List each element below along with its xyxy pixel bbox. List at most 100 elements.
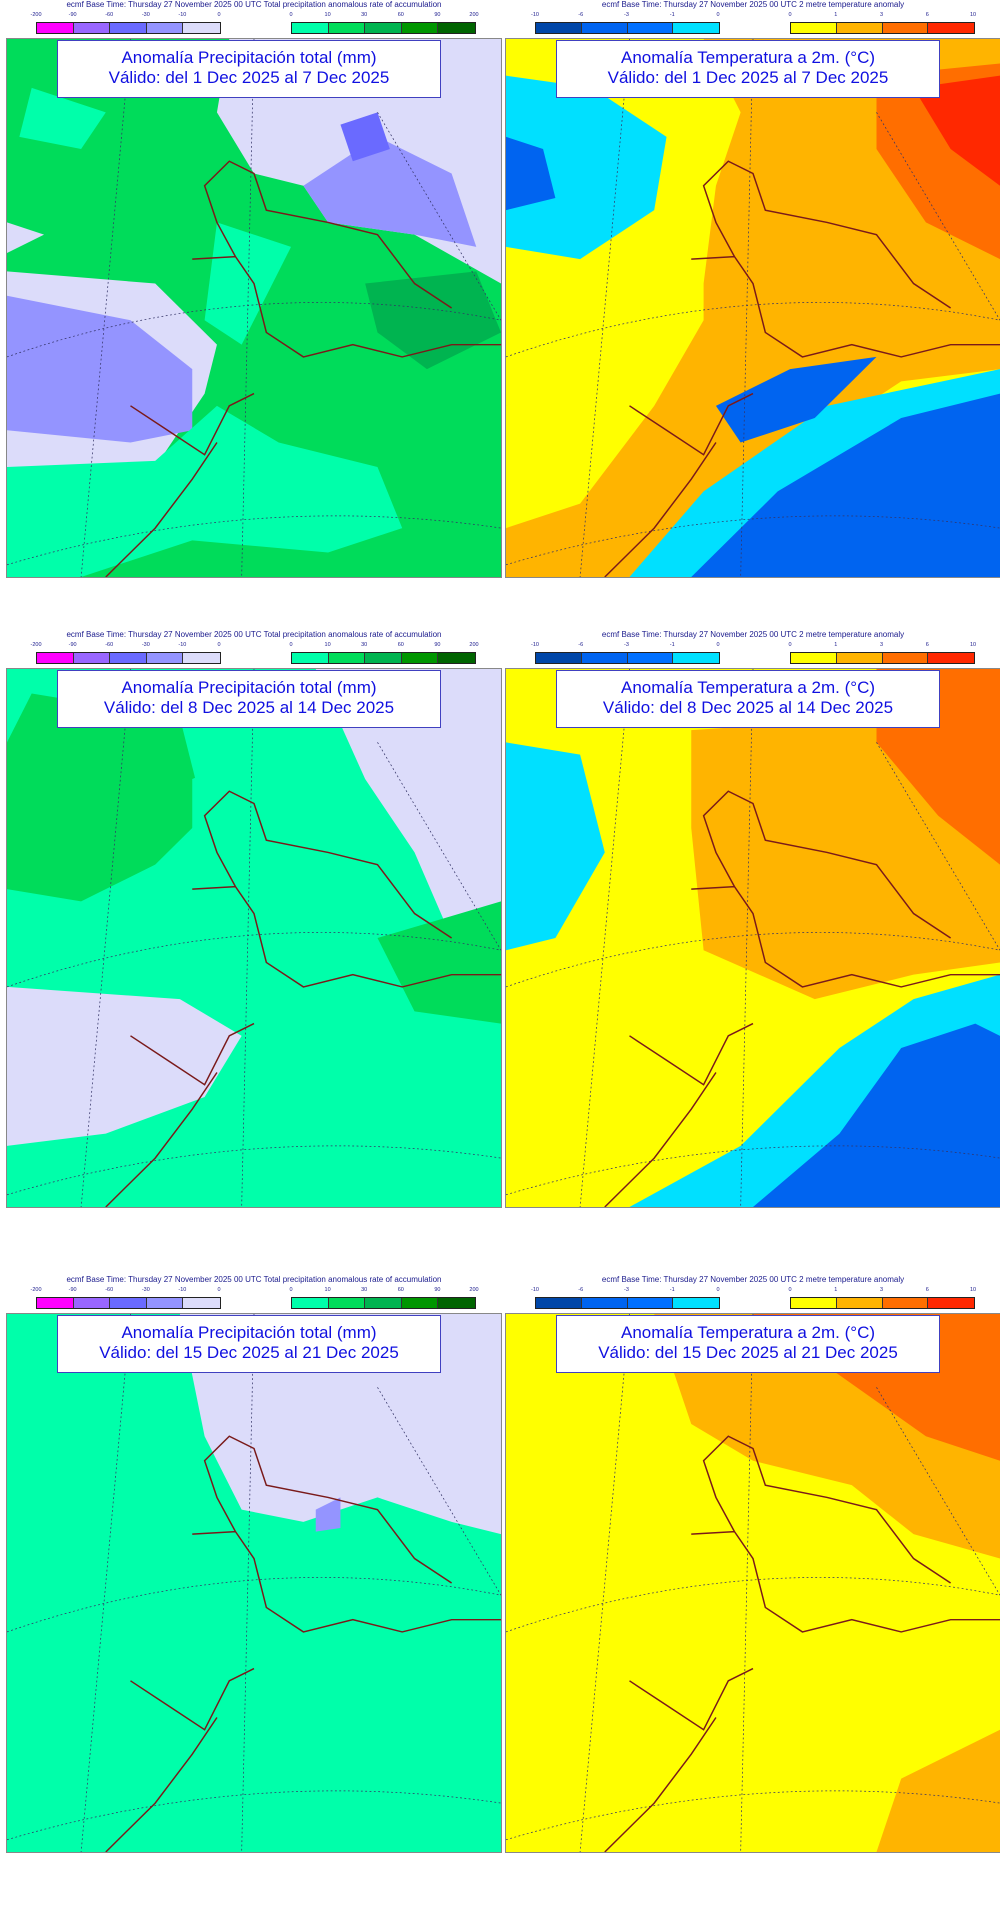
anomaly-region: [715, 356, 877, 443]
anomaly-map: Anomalía Temperatura a 2m. (°C) Válido: …: [505, 38, 1000, 578]
positive-colorbar: [291, 22, 476, 34]
negative-colorbar: [36, 1297, 221, 1309]
colorbar-tick: 0: [788, 642, 792, 648]
base-time-label: ecmf Base Time: Thursday 27 November 202…: [66, 1275, 442, 1284]
positive-colorbar: [291, 1297, 476, 1309]
colorbar-tick: 10: [969, 12, 977, 18]
negative-colorbar-ticks: -10 -6 -3 -1 0: [531, 12, 720, 20]
map-title-box: Anomalía Precipitación total (mm) Válido…: [57, 1315, 441, 1373]
base-time-label: ecmf Base Time: Thursday 27 November 202…: [601, 630, 905, 639]
anomaly-region: [691, 1631, 951, 1779]
colorbar-tick: 0: [788, 1287, 792, 1293]
colorbar-tick: 90: [434, 1287, 441, 1293]
precipitation-anomaly-panel: ecmf Base Time: Thursday 27 November 202…: [6, 0, 502, 580]
longitude-line: [80, 669, 501, 1207]
positive-colorbar-ticks: 0 1 3 6 10: [788, 12, 977, 20]
colorbar-tick: -3: [624, 12, 629, 18]
colorbar-tick: 0: [716, 642, 720, 648]
anomaly-region: [7, 222, 45, 253]
colorbar-tick: 0: [217, 12, 221, 18]
colorbar-tick: -1: [669, 12, 675, 18]
negative-colorbar: [535, 22, 720, 34]
anomaly-region: [315, 669, 501, 938]
colorbar-segment: [146, 653, 184, 663]
colorbar-tick: -3: [624, 642, 629, 648]
colorbar-tick: 0: [217, 1287, 221, 1293]
negative-colorbar-ticks: -200 -90 -60 -30 -10 0: [30, 642, 220, 650]
colorbar-tick: 60: [397, 1287, 404, 1293]
colorbar-segment: [882, 653, 929, 663]
negative-colorbar-ticks: -200 -90 -60 -30 -10 0: [30, 1287, 221, 1295]
colorbar-tick: 90: [434, 12, 441, 18]
colorbar-segment: [183, 653, 220, 663]
positive-colorbar-ticks: 0 1 3 6 10: [788, 642, 976, 650]
colorbar-segment: [836, 23, 883, 33]
colorbar-tick: 0: [289, 12, 293, 18]
colorbar-segment: [791, 1298, 837, 1308]
anomaly-region: [753, 1023, 828, 1085]
latitude-line: [506, 1790, 1000, 1841]
colorbar-tick: -10: [531, 12, 539, 18]
colorbar-segment: [438, 1298, 475, 1308]
colorbar-segment: [438, 23, 475, 33]
colorbar-segment: [401, 653, 439, 663]
base-time-label: ecmf Base Time: Thursday 27 November 202…: [601, 0, 905, 9]
colorbar-segment: [328, 653, 366, 663]
colorbar-tick: 3: [879, 642, 884, 648]
colorbar-tick: 6: [925, 12, 929, 18]
colorbar-tick: -30: [141, 642, 150, 648]
colorbar-segment: [581, 23, 628, 33]
positive-colorbar-ticks: 0 1 3 6 10: [788, 1287, 976, 1295]
colorbar-tick: 30: [361, 642, 368, 648]
colorbar-tick: -60: [105, 642, 114, 648]
colorbar-segment: [627, 1298, 674, 1308]
colorbar-segment: [73, 23, 111, 33]
anomaly-region: [7, 693, 205, 902]
colorbar-tick: -60: [105, 12, 114, 18]
colorbar-tick: -10: [178, 12, 187, 18]
latitude-line: [506, 932, 1000, 988]
colorbar-segment: [37, 23, 74, 33]
anomaly-region: [691, 393, 1000, 577]
anomaly-region: [7, 295, 193, 443]
valid-period: Válido: del 1 Dec 2025 al 7 Dec 2025: [607, 68, 889, 87]
base-time-label: ecmf Base Time: Thursday 27 November 202…: [601, 1275, 905, 1284]
colorbar-segment: [438, 653, 475, 663]
anomaly-region: [7, 986, 242, 1146]
colorbar-segment: [183, 23, 220, 33]
latitude-line: [506, 1145, 1000, 1196]
colorbar-tick: -6: [578, 12, 584, 18]
valid-period: Válido: del 8 Dec 2025 al 14 Dec 2025: [602, 698, 894, 717]
colorbar-tick: -10: [531, 1287, 539, 1293]
colorbar-tick: -30: [141, 12, 150, 18]
longitude-line: [579, 1314, 1000, 1852]
colorbar-segment: [581, 1298, 628, 1308]
colorbar-segment: [536, 653, 582, 663]
map-title: Anomalía Temperatura a 2m. (°C): [620, 678, 876, 697]
colorbar-tick: -200: [30, 12, 42, 18]
colorbar-tick: 3: [879, 12, 884, 18]
colorbar-segment: [791, 653, 837, 663]
colorbar-segment: [292, 23, 329, 33]
colorbar-tick: 200: [469, 12, 479, 18]
colorbar-tick: -200: [30, 642, 42, 648]
colorbar-tick: -90: [68, 12, 77, 18]
map-title-box: Anomalía Temperatura a 2m. (°C) Válido: …: [556, 670, 940, 728]
map-title: Anomalía Temperatura a 2m. (°C): [620, 48, 876, 67]
anomaly-map: Anomalía Temperatura a 2m. (°C) Válido: …: [505, 1313, 1000, 1853]
colorbar-tick: 10: [324, 12, 331, 18]
colorbar-segment: [627, 23, 674, 33]
map-title-box: Anomalía Precipitación total (mm) Válido…: [57, 670, 441, 728]
colorbar-tick: 1: [834, 1287, 838, 1293]
base-time-label: ecmf Base Time: Thursday 27 November 202…: [66, 0, 442, 9]
temperature-anomaly-panel: ecmf Base Time: Thursday 27 November 202…: [505, 1275, 1000, 1855]
negative-colorbar-ticks: -10 -6 -3 -1 0: [531, 1287, 720, 1295]
colorbar-tick: -90: [68, 642, 77, 648]
latitude-line: [7, 302, 501, 358]
coastline: [604, 160, 1000, 577]
anomaly-region: [7, 1497, 57, 1559]
precipitation-anomaly-panel: ecmf Base Time: Thursday 27 November 202…: [6, 1275, 502, 1855]
coastline: [604, 1435, 1000, 1852]
coastline: [604, 790, 1000, 1207]
anomaly-region: [753, 1023, 1000, 1207]
